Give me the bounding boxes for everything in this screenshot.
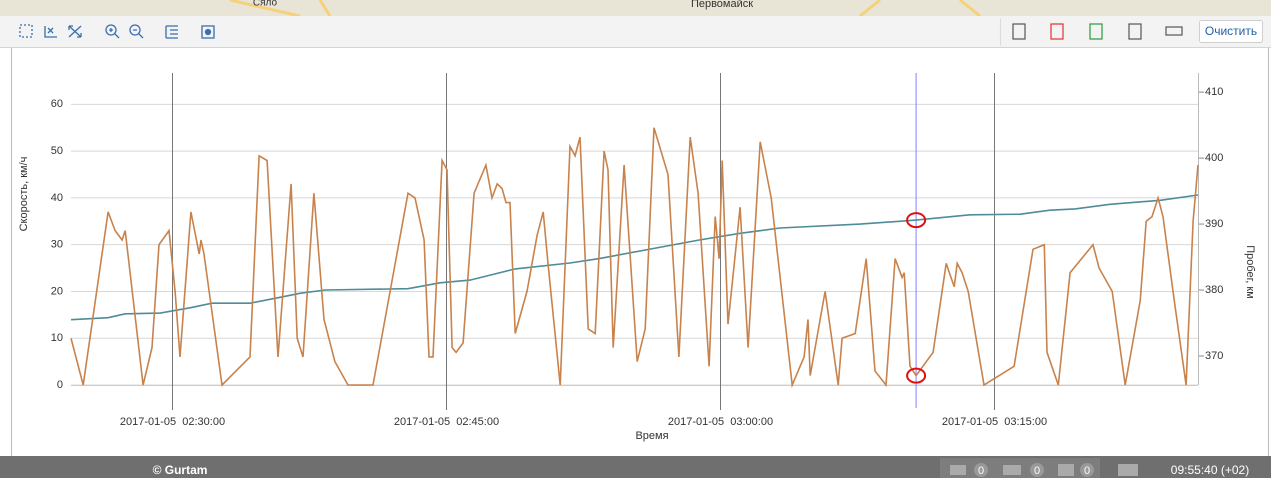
y-tick-label: 20 bbox=[51, 285, 63, 297]
snapshot-icon[interactable] bbox=[201, 25, 215, 39]
zoom-out-icon[interactable] bbox=[129, 24, 141, 36]
x-tick-label: 2017-01-05 02:30:00 bbox=[120, 416, 225, 428]
report-icon[interactable] bbox=[1012, 23, 1026, 40]
messages-icon[interactable] bbox=[950, 465, 966, 475]
reset-zoom-icon[interactable] bbox=[68, 25, 82, 38]
y-tick-label: 40 bbox=[51, 192, 63, 204]
toolbar bbox=[0, 16, 1271, 48]
list-icon[interactable] bbox=[165, 25, 178, 39]
excel-icon[interactable] bbox=[1089, 23, 1103, 40]
y2-tick-label: 370 bbox=[1205, 350, 1223, 362]
highlight-marker bbox=[906, 367, 927, 384]
y-axis-title: Скорость, км/ч bbox=[18, 157, 30, 232]
x-axis-title: Время bbox=[635, 430, 668, 442]
clear-button-label[interactable]: Очистить bbox=[1205, 24, 1257, 38]
y-tick-label: 0 bbox=[57, 379, 63, 391]
x-tick-label: 2017-01-05 03:00:00 bbox=[668, 416, 773, 428]
series-line bbox=[70, 194, 1199, 321]
highlight-marker bbox=[906, 212, 927, 229]
map-label: Первомайск bbox=[691, 0, 753, 10]
y-tick-label: 30 bbox=[51, 239, 63, 251]
snapshot-dot bbox=[204, 28, 212, 36]
zoom-in-handle bbox=[109, 28, 120, 39]
clock: 09:55:40 (+02) bbox=[1171, 463, 1249, 477]
zoom-select-icon[interactable] bbox=[19, 24, 33, 38]
y2-tick-label: 380 bbox=[1205, 284, 1223, 296]
map-label: Сяло bbox=[253, 0, 278, 9]
x-tick-label: 2017-01-05 03:15:00 bbox=[942, 416, 1047, 428]
counter-badge bbox=[1030, 463, 1044, 477]
zoom-out-handle bbox=[133, 29, 144, 39]
counter-badge bbox=[974, 463, 988, 477]
map-strip bbox=[0, 0, 1271, 16]
copyright: © Gurtam bbox=[153, 463, 208, 477]
counter: 0 bbox=[1034, 465, 1040, 477]
print-icon[interactable] bbox=[1165, 26, 1183, 36]
counter: 0 bbox=[978, 465, 984, 477]
y-tick-label: 10 bbox=[51, 332, 63, 344]
y2-tick-label: 400 bbox=[1205, 152, 1223, 164]
clear-button[interactable] bbox=[1199, 20, 1263, 43]
export-icon[interactable] bbox=[1128, 23, 1142, 40]
map-road bbox=[229, 0, 981, 18]
panel-icon[interactable] bbox=[1118, 464, 1138, 476]
y2-axis-title: Пробег, км bbox=[1244, 245, 1256, 299]
pdf-icon[interactable] bbox=[1050, 23, 1064, 40]
x-tick-label: 2017-01-05 02:45:00 bbox=[394, 416, 499, 428]
y-tick-label: 50 bbox=[51, 145, 63, 157]
counter: 0 bbox=[1084, 465, 1090, 477]
image-icon[interactable] bbox=[1058, 464, 1074, 476]
mail-icon[interactable] bbox=[1003, 465, 1021, 475]
y2-tick-label: 390 bbox=[1205, 218, 1223, 230]
series-line bbox=[70, 127, 1199, 389]
zoom-x-icon[interactable] bbox=[44, 26, 57, 38]
plot: 0 10 20 30 40 50 60 370 380 390 400 410 2017-01-05 0… bbox=[51, 73, 1223, 428]
zoom-in-icon[interactable] bbox=[105, 24, 117, 36]
counter-badge bbox=[1080, 463, 1094, 477]
y2-tick-label: 410 bbox=[1205, 86, 1223, 98]
y-tick-label: 60 bbox=[51, 98, 63, 110]
